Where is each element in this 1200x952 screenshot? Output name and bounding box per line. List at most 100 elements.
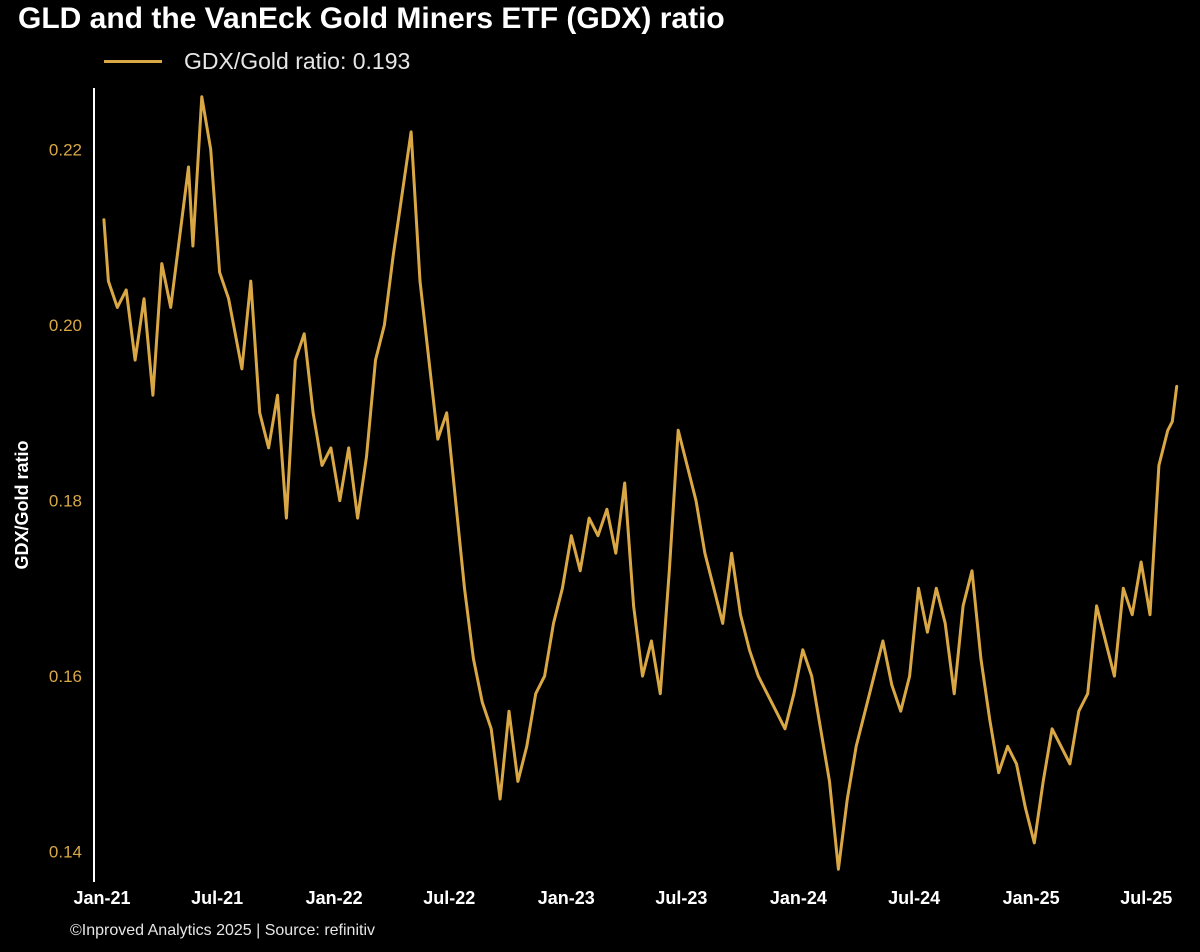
- data-point: [1104, 639, 1107, 643]
- data-point: [872, 674, 876, 678]
- data-point: [801, 648, 804, 651]
- data-point: [303, 332, 306, 335]
- data-point: [596, 534, 600, 537]
- data-point: [543, 674, 546, 678]
- data-point: [774, 710, 778, 713]
- data-point: [209, 148, 212, 151]
- data-point: [819, 727, 822, 730]
- data-point: [979, 657, 983, 660]
- data-point: [218, 271, 221, 274]
- y-tick-label: 0.22: [49, 140, 82, 159]
- data-point: [641, 674, 644, 678]
- data-point: [917, 587, 920, 590]
- data-point: [908, 674, 911, 678]
- data-point: [668, 569, 671, 572]
- data-point: [1068, 762, 1072, 766]
- data-point: [481, 701, 484, 704]
- data-point: [107, 279, 110, 283]
- data-point: [846, 797, 849, 801]
- data-point: [356, 516, 359, 520]
- data-point: [1113, 674, 1116, 678]
- data-point: [881, 639, 885, 643]
- data-point: [329, 446, 333, 450]
- data-point: [579, 569, 582, 572]
- data-point: [454, 499, 457, 502]
- data-point: [472, 657, 475, 660]
- data-point: [498, 797, 502, 801]
- data-point: [240, 367, 244, 371]
- chart-legend: GDX/Gold ratio: 0.193: [104, 46, 410, 76]
- legend-label: GDX/Gold ratio: 0.193: [184, 47, 411, 74]
- data-point: [116, 306, 119, 309]
- data-point: [418, 279, 422, 283]
- x-tick-label: Jul-22: [423, 888, 475, 908]
- data-point: [694, 499, 698, 502]
- data-point: [810, 674, 813, 678]
- data-point: [160, 262, 163, 265]
- data-point: [614, 552, 617, 555]
- data-point: [552, 622, 555, 625]
- data-point: [102, 218, 106, 221]
- data-point: [1059, 745, 1063, 748]
- data-point: [712, 587, 715, 590]
- data-point: [899, 710, 902, 713]
- data-point: [783, 727, 787, 730]
- data-point: [1171, 420, 1174, 423]
- data-point: [855, 745, 858, 748]
- data-point: [191, 244, 195, 248]
- data-point: [703, 552, 707, 555]
- data-point: [1148, 613, 1152, 616]
- data-point: [507, 710, 511, 713]
- data-point: [650, 639, 653, 643]
- data-point: [935, 587, 938, 590]
- data-point: [133, 358, 137, 362]
- chart-title: GLD and the VanEck Gold Miners ETF (GDX)…: [18, 2, 725, 35]
- data-point: [587, 516, 591, 520]
- data-point: [1015, 762, 1018, 766]
- data-point: [1122, 587, 1125, 590]
- data-point: [347, 446, 350, 450]
- data-point: [1077, 710, 1081, 713]
- data-point: [1131, 613, 1134, 616]
- data-point: [169, 306, 172, 309]
- x-tick-label: Jan-25: [1003, 888, 1060, 908]
- data-point: [178, 236, 181, 239]
- data-point: [1006, 745, 1009, 748]
- data-point: [570, 534, 573, 537]
- data-point: [1157, 464, 1161, 467]
- data-point: [374, 358, 377, 362]
- data-point: [249, 279, 252, 283]
- series-line-gdx-gold-ratio: [102, 95, 1179, 871]
- data-point: [863, 710, 867, 713]
- data-point: [953, 692, 956, 695]
- legend-swatch: [104, 59, 162, 63]
- data-point: [445, 411, 448, 414]
- data-point: [730, 552, 733, 555]
- data-point: [516, 780, 520, 783]
- x-tick-label: Jan-24: [770, 888, 827, 908]
- data-point: [392, 253, 395, 256]
- data-point: [436, 437, 439, 441]
- data-point: [320, 464, 324, 467]
- data-point: [605, 508, 609, 511]
- data-point: [766, 692, 769, 695]
- data-point: [739, 613, 742, 616]
- data-point: [677, 429, 680, 432]
- data-point: [997, 771, 1000, 774]
- data-point: [427, 358, 431, 362]
- data-point: [970, 569, 974, 572]
- data-point: [311, 411, 315, 414]
- x-tick-label: Jan-21: [73, 888, 130, 908]
- data-point: [187, 165, 190, 169]
- data-point: [258, 411, 261, 414]
- data-point: [837, 868, 840, 871]
- data-point: [338, 499, 341, 502]
- data-point: [961, 604, 965, 608]
- data-point: [792, 692, 796, 695]
- data-point: [1050, 727, 1054, 730]
- data-point: [944, 622, 947, 625]
- data-point: [1086, 692, 1089, 695]
- data-point: [926, 631, 929, 634]
- data-point: [125, 288, 128, 292]
- y-axis-label: GDX/Gold ratio: [12, 440, 32, 569]
